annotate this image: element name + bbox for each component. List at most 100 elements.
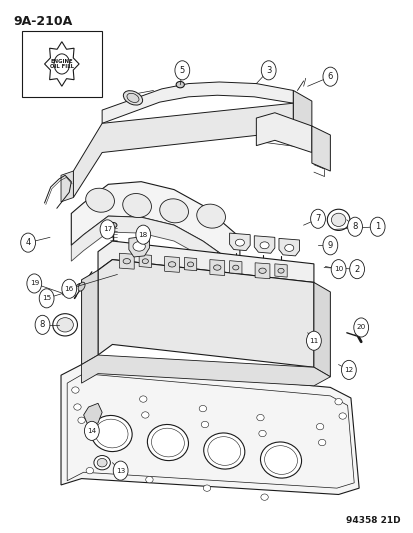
Circle shape bbox=[353, 318, 368, 337]
Polygon shape bbox=[98, 260, 313, 367]
Polygon shape bbox=[293, 91, 311, 131]
Text: 13: 13 bbox=[116, 467, 125, 474]
Ellipse shape bbox=[259, 242, 268, 249]
Circle shape bbox=[27, 274, 42, 293]
Ellipse shape bbox=[94, 456, 110, 470]
Ellipse shape bbox=[141, 412, 149, 418]
Circle shape bbox=[21, 233, 36, 252]
Ellipse shape bbox=[78, 282, 85, 291]
Polygon shape bbox=[119, 253, 134, 269]
Text: 17: 17 bbox=[102, 227, 112, 232]
Circle shape bbox=[175, 61, 189, 80]
Ellipse shape bbox=[74, 404, 81, 410]
Ellipse shape bbox=[330, 213, 345, 227]
Polygon shape bbox=[45, 42, 79, 86]
Ellipse shape bbox=[196, 204, 225, 228]
Circle shape bbox=[135, 225, 150, 244]
Polygon shape bbox=[313, 282, 330, 377]
Polygon shape bbox=[229, 233, 249, 251]
Ellipse shape bbox=[260, 494, 268, 500]
Ellipse shape bbox=[203, 485, 210, 491]
Circle shape bbox=[310, 209, 325, 228]
Circle shape bbox=[62, 279, 76, 298]
Ellipse shape bbox=[232, 265, 239, 271]
Polygon shape bbox=[229, 261, 241, 274]
Polygon shape bbox=[254, 236, 274, 253]
Ellipse shape bbox=[199, 406, 206, 412]
Ellipse shape bbox=[203, 433, 244, 469]
Ellipse shape bbox=[127, 93, 139, 102]
Ellipse shape bbox=[147, 424, 188, 461]
Ellipse shape bbox=[334, 399, 342, 405]
Polygon shape bbox=[139, 254, 151, 268]
Ellipse shape bbox=[260, 442, 301, 478]
Ellipse shape bbox=[258, 430, 266, 437]
Polygon shape bbox=[254, 263, 269, 279]
Ellipse shape bbox=[338, 413, 346, 419]
Text: 9A-210A: 9A-210A bbox=[14, 14, 73, 28]
Polygon shape bbox=[128, 236, 149, 257]
Polygon shape bbox=[61, 365, 358, 495]
Circle shape bbox=[54, 54, 69, 74]
Polygon shape bbox=[164, 256, 179, 272]
Ellipse shape bbox=[97, 458, 107, 467]
Polygon shape bbox=[61, 171, 73, 202]
Ellipse shape bbox=[139, 396, 147, 402]
Text: 3: 3 bbox=[266, 66, 271, 75]
Ellipse shape bbox=[232, 265, 238, 270]
Ellipse shape bbox=[109, 222, 116, 228]
Circle shape bbox=[349, 260, 363, 279]
Text: 20: 20 bbox=[356, 325, 365, 330]
Polygon shape bbox=[256, 113, 311, 152]
Circle shape bbox=[35, 316, 50, 334]
Ellipse shape bbox=[264, 446, 297, 474]
Ellipse shape bbox=[187, 262, 193, 266]
Polygon shape bbox=[184, 257, 196, 271]
Circle shape bbox=[369, 217, 384, 236]
Ellipse shape bbox=[86, 467, 93, 474]
Ellipse shape bbox=[213, 265, 221, 270]
Polygon shape bbox=[67, 374, 354, 488]
Ellipse shape bbox=[318, 439, 325, 446]
Text: 2: 2 bbox=[354, 265, 359, 273]
Ellipse shape bbox=[256, 415, 263, 421]
Ellipse shape bbox=[57, 318, 73, 332]
Polygon shape bbox=[83, 403, 102, 426]
Polygon shape bbox=[278, 238, 299, 256]
Circle shape bbox=[261, 61, 275, 80]
Text: 15: 15 bbox=[42, 295, 51, 301]
Text: 16: 16 bbox=[64, 286, 74, 292]
Ellipse shape bbox=[258, 268, 266, 273]
Ellipse shape bbox=[142, 259, 148, 264]
Text: 1: 1 bbox=[374, 222, 380, 231]
Circle shape bbox=[322, 67, 337, 86]
Ellipse shape bbox=[277, 268, 283, 273]
Text: 10: 10 bbox=[333, 266, 342, 272]
Text: 5: 5 bbox=[179, 66, 185, 75]
Ellipse shape bbox=[91, 415, 132, 451]
Polygon shape bbox=[274, 264, 287, 277]
Text: 12: 12 bbox=[344, 367, 353, 373]
Circle shape bbox=[322, 236, 337, 255]
Ellipse shape bbox=[207, 437, 240, 465]
Polygon shape bbox=[102, 82, 293, 123]
Ellipse shape bbox=[123, 91, 142, 105]
Circle shape bbox=[113, 461, 128, 480]
Text: 94358 21D: 94358 21D bbox=[345, 516, 399, 525]
Bar bbox=[22, 30, 102, 97]
Polygon shape bbox=[311, 126, 330, 171]
Text: 9: 9 bbox=[327, 241, 332, 250]
Ellipse shape bbox=[85, 188, 114, 212]
Ellipse shape bbox=[122, 193, 151, 217]
Text: 11: 11 bbox=[309, 338, 318, 344]
Text: 4: 4 bbox=[26, 238, 31, 247]
Text: 7: 7 bbox=[315, 214, 320, 223]
Polygon shape bbox=[209, 260, 224, 276]
Ellipse shape bbox=[168, 262, 176, 267]
Circle shape bbox=[341, 360, 356, 379]
Text: 18: 18 bbox=[138, 232, 147, 238]
Ellipse shape bbox=[284, 245, 293, 252]
Circle shape bbox=[306, 331, 320, 350]
Polygon shape bbox=[98, 241, 313, 282]
Circle shape bbox=[347, 217, 361, 236]
